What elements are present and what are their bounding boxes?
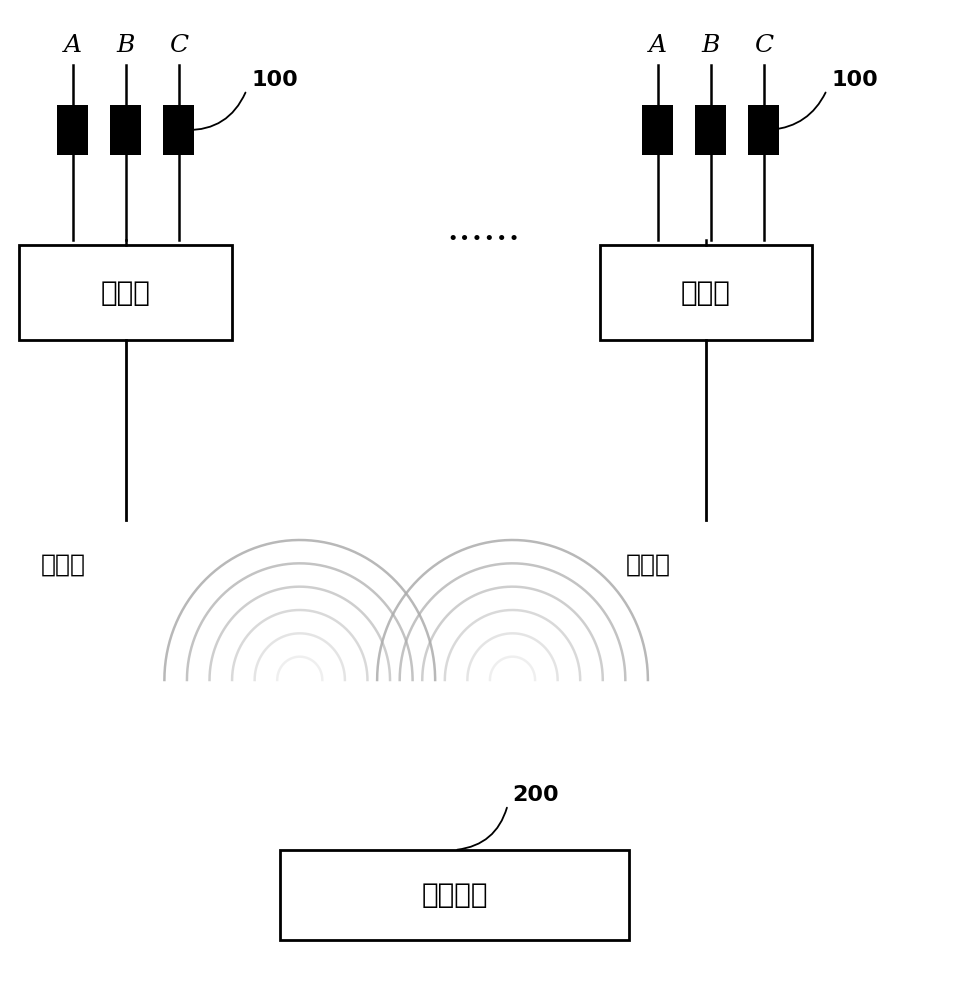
- Text: 检测装置: 检测装置: [422, 881, 487, 909]
- Text: 200: 200: [513, 785, 559, 805]
- Bar: [57, 105, 88, 155]
- Text: 变压器: 变压器: [681, 278, 731, 306]
- Text: 电线杆: 电线杆: [41, 553, 85, 577]
- Bar: [163, 105, 194, 155]
- Bar: [280, 850, 629, 940]
- Text: C: C: [754, 33, 774, 56]
- Text: A: A: [64, 33, 81, 56]
- Text: 100: 100: [251, 70, 298, 90]
- Text: 电线杆: 电线杆: [626, 553, 670, 577]
- Bar: [110, 105, 141, 155]
- Bar: [748, 105, 779, 155]
- Bar: [642, 105, 673, 155]
- Text: A: A: [649, 33, 666, 56]
- Text: 变压器: 变压器: [101, 278, 151, 306]
- Text: ······: ······: [447, 222, 520, 258]
- Bar: [695, 105, 726, 155]
- Text: C: C: [169, 33, 189, 56]
- Text: B: B: [701, 33, 720, 56]
- Bar: [600, 245, 812, 340]
- Bar: [19, 245, 232, 340]
- Text: 100: 100: [832, 70, 878, 90]
- Text: B: B: [116, 33, 135, 56]
